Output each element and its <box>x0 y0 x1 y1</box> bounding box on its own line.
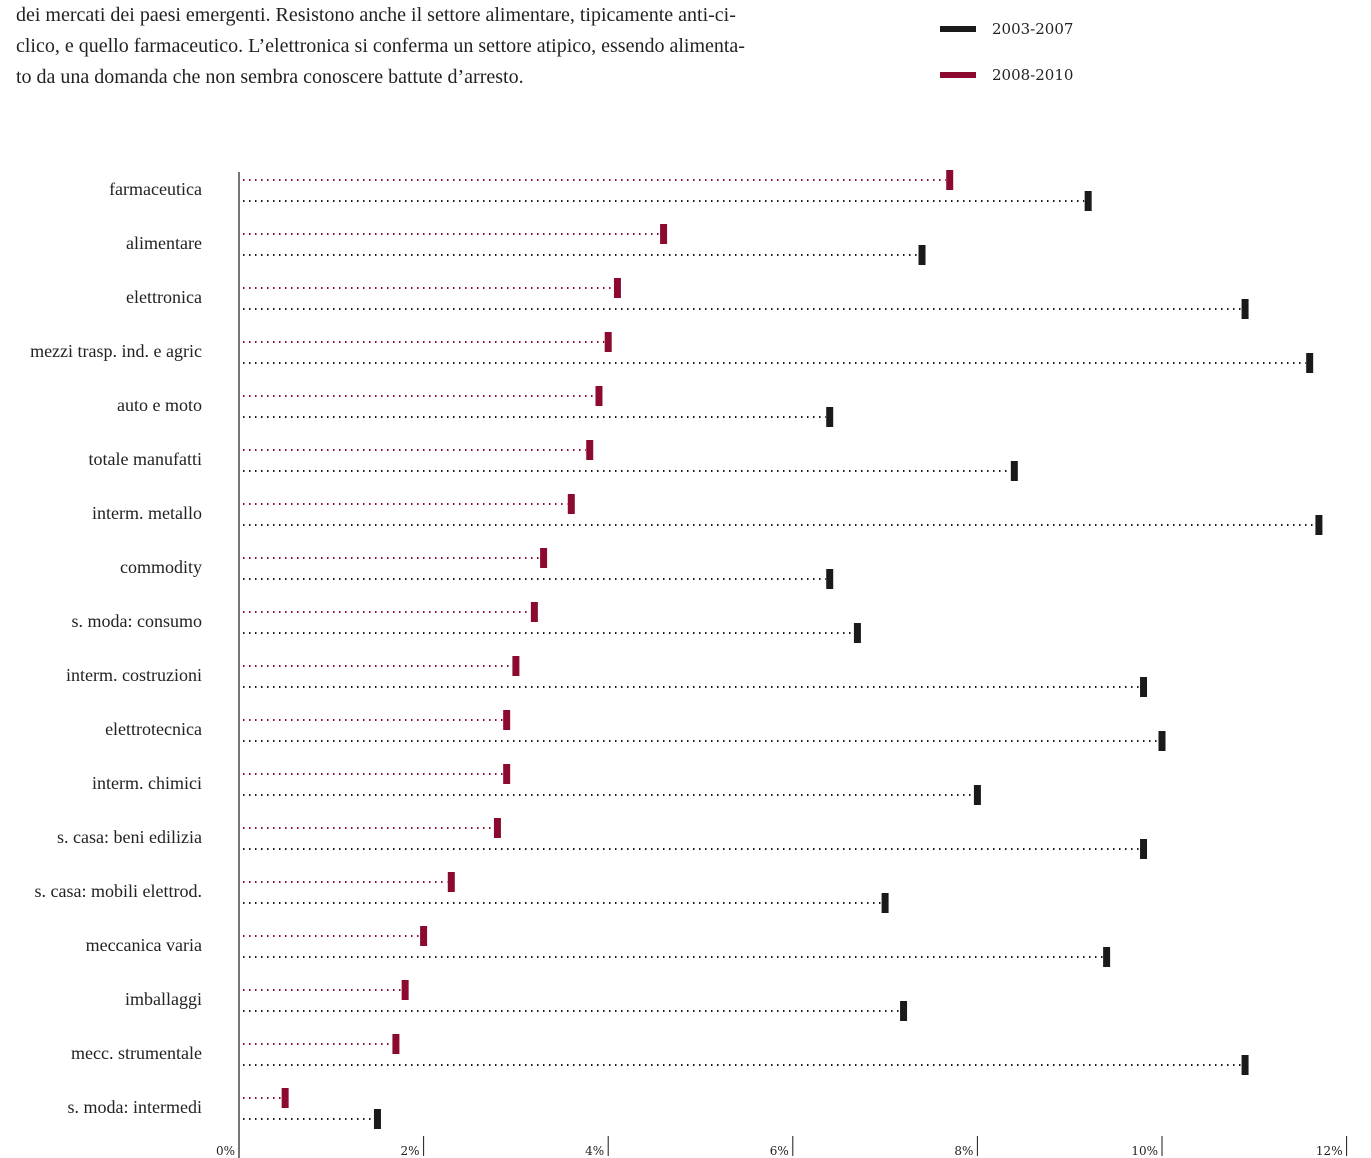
category-label: s. moda: consumo <box>72 611 203 631</box>
legend-swatch-2003-2007 <box>940 26 976 32</box>
marker-2003-2007 <box>373 1109 381 1129</box>
marker-2003-2007 <box>826 569 834 589</box>
category-label: totale manufatti <box>89 449 202 469</box>
category-label: s. casa: mobili elettrod. <box>35 881 202 901</box>
category-label: imballaggi <box>125 989 202 1009</box>
x-tick-label: 4% <box>585 1144 604 1158</box>
x-tick-label: 12% <box>1316 1144 1343 1158</box>
marker-2008-2010 <box>503 710 511 730</box>
chart-legend: 2003-2007 2008-2010 <box>940 6 1073 98</box>
intro-line: clico, e quello farmaceutico. L’elettron… <box>16 35 745 57</box>
legend-swatch-2008-2010 <box>940 72 976 78</box>
marker-2008-2010 <box>447 872 455 892</box>
marker-2003-2007 <box>1241 1055 1249 1075</box>
marker-2008-2010 <box>512 656 520 676</box>
x-tick-label: 0% <box>216 1144 235 1158</box>
ticks-layer: 0% 2% 4% 6% 8% 10% 12% <box>216 1136 1348 1158</box>
category-label: interm. costruzioni <box>66 665 202 685</box>
marker-2003-2007 <box>1140 677 1148 697</box>
marker-2003-2007 <box>900 1001 908 1021</box>
marker-2003-2007 <box>918 245 926 265</box>
legend-label-2003-2007: 2003-2007 <box>992 20 1074 38</box>
marker-2008-2010 <box>946 170 954 190</box>
marker-2008-2010 <box>392 1034 400 1054</box>
marker-2008-2010 <box>595 386 603 406</box>
marker-2008-2010 <box>420 926 428 946</box>
legend-label-2008-2010: 2008-2010 <box>992 66 1074 84</box>
category-label: elettrotecnica <box>105 719 202 739</box>
category-label: commodity <box>120 557 202 577</box>
x-tick-label: 2% <box>401 1144 420 1158</box>
marker-2003-2007 <box>826 407 834 427</box>
marker-2003-2007 <box>881 893 889 913</box>
marker-2008-2010 <box>567 494 575 514</box>
intro-line: dei mercati dei paesi emergenti. Resisto… <box>16 4 736 26</box>
marker-2008-2010 <box>540 548 548 568</box>
marker-2008-2010 <box>401 980 409 1000</box>
marker-2003-2007 <box>1158 731 1166 751</box>
marker-2008-2010 <box>604 332 612 352</box>
marker-2003-2007 <box>973 785 981 805</box>
marker-2003-2007 <box>1315 515 1323 535</box>
legend-item-2008-2010: 2008-2010 <box>940 52 1073 98</box>
intro-line: to da una domanda che non sembra conosce… <box>16 66 524 88</box>
marker-2003-2007 <box>1010 461 1018 481</box>
category-label: mecc. strumentale <box>71 1043 202 1063</box>
marker-2003-2007 <box>1306 353 1314 373</box>
rows-layer: farmaceutica alimentare elettronica mezzi t… <box>30 170 1323 1129</box>
category-label: elettronica <box>126 287 202 307</box>
category-label: farmaceutica <box>109 179 202 199</box>
marker-2003-2007 <box>1241 299 1249 319</box>
category-label: s. moda: intermedi <box>68 1097 202 1117</box>
marker-2003-2007 <box>1084 191 1092 211</box>
category-label: s. casa: beni edilizia <box>57 827 202 847</box>
intro-text: dei mercati dei paesi emergenti. Resisto… <box>16 0 916 93</box>
marker-2003-2007 <box>1103 947 1111 967</box>
category-label: mezzi trasp. ind. e agric <box>30 341 202 361</box>
marker-2003-2007 <box>1140 839 1148 859</box>
marker-2003-2007 <box>853 623 861 643</box>
marker-2008-2010 <box>281 1088 289 1108</box>
marker-2008-2010 <box>660 224 668 244</box>
category-label: meccanica varia <box>86 935 202 955</box>
marker-2008-2010 <box>613 278 621 298</box>
x-tick-label: 8% <box>954 1144 973 1158</box>
x-tick-label: 6% <box>770 1144 789 1158</box>
legend-item-2003-2007: 2003-2007 <box>940 6 1073 52</box>
marker-2008-2010 <box>586 440 594 460</box>
category-label: alimentare <box>126 233 202 253</box>
category-label: auto e moto <box>117 395 202 415</box>
marker-2008-2010 <box>503 764 511 784</box>
category-label: interm. chimici <box>92 773 202 793</box>
x-tick-label: 10% <box>1131 1144 1158 1158</box>
marker-2008-2010 <box>493 818 501 838</box>
marker-2008-2010 <box>530 602 538 622</box>
category-label: interm. metallo <box>92 503 202 523</box>
